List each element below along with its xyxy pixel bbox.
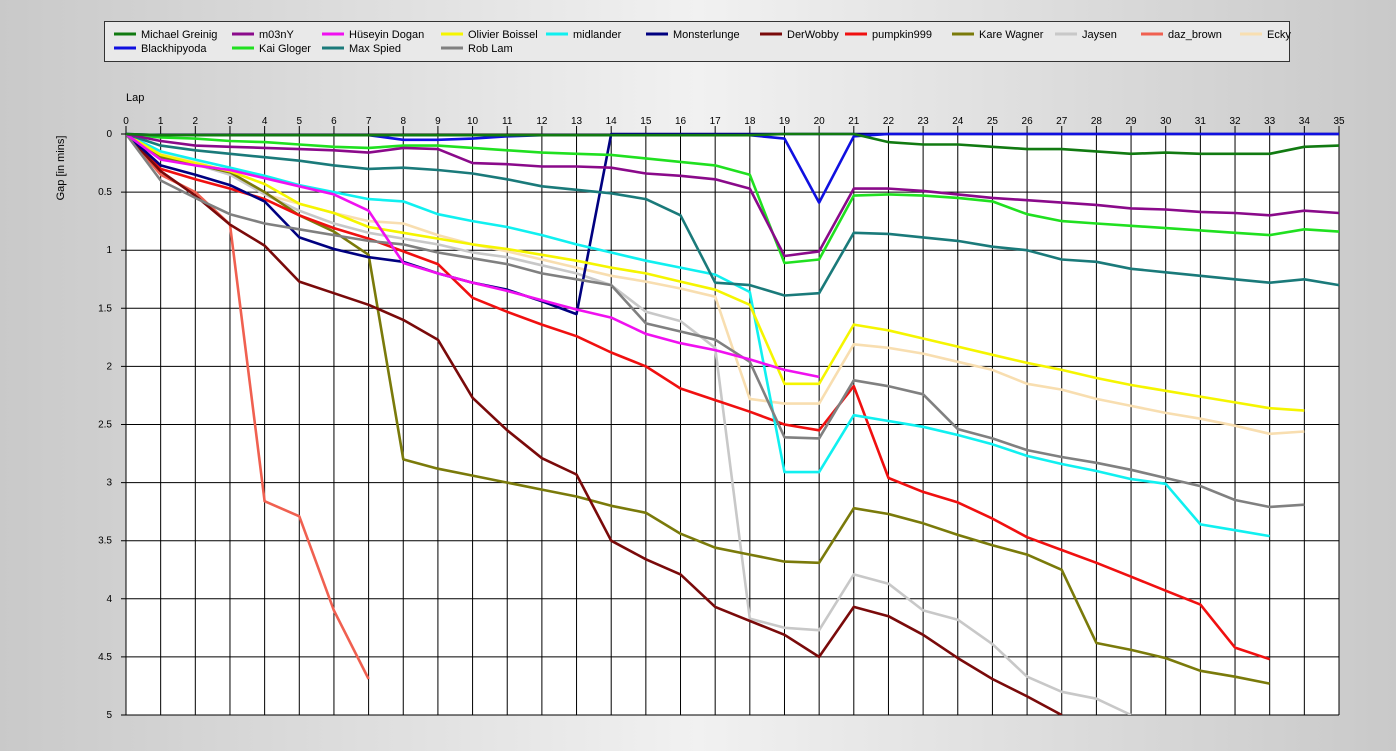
x-tick-label: 29 (1125, 116, 1137, 127)
x-tick-label: 5 (297, 116, 303, 127)
x-tick-label: 2 (193, 116, 199, 127)
y-tick-label: 0.5 (98, 187, 112, 198)
legend-label: DerWobby (787, 29, 839, 41)
x-tick-label: 19 (779, 116, 791, 127)
legend-label: Monsterlunge (673, 29, 740, 41)
legend-label: Olivier Boissel (468, 29, 538, 41)
series-line-derwobby (126, 133, 1063, 715)
series-group (126, 132, 1340, 715)
series-line-michael-greinig (126, 132, 1340, 156)
series-line-olivier-boissel (126, 132, 1305, 412)
legend-label: Rob Lam (468, 43, 513, 55)
x-tick-label: 20 (814, 116, 826, 127)
x-tick-label: 24 (952, 116, 964, 127)
series-line-midlander (126, 132, 1270, 538)
series-line-pumpkin999 (126, 133, 1271, 661)
legend-label: pumpkin999 (872, 29, 932, 41)
legend-label: Ecky (1267, 29, 1291, 41)
legend-label: daz_brown (1168, 29, 1222, 41)
y-tick-label: 5 (106, 710, 112, 721)
x-tick-label: 1 (158, 116, 164, 127)
y-tick-label: 4 (106, 594, 112, 605)
x-tick-label: 30 (1160, 116, 1172, 127)
x-tick-label: 3 (227, 116, 233, 127)
x-tick-label: 0 (123, 116, 129, 127)
x-tick-label: 7 (366, 116, 372, 127)
x-tick-label: 32 (1229, 116, 1241, 127)
x-axis-label: Lap (126, 92, 144, 104)
series-line-h-seyin-dogan (126, 132, 820, 379)
x-tick-label: 17 (710, 116, 722, 127)
series-line-rob-lam (126, 133, 1305, 509)
x-tick-label: 11 (502, 116, 513, 127)
x-tick-label: 18 (744, 116, 756, 127)
legend-label: m03nY (259, 29, 295, 41)
legend: Michael Greinig Blackhipyoda m03nY Kai Glog… (104, 21, 1291, 62)
legend-box (104, 21, 1290, 62)
x-tick-label: 28 (1091, 116, 1103, 127)
y-tick-label: 3 (106, 478, 112, 489)
legend-label: Hüseyin Dogan (349, 29, 424, 41)
x-tick-label: 9 (435, 116, 441, 127)
series-line-jaysen (126, 132, 1132, 715)
legend-label: midlander (573, 29, 622, 41)
x-tick-label: 22 (883, 116, 895, 127)
legend-label: Max Spied (349, 43, 401, 55)
series-line-kai-gloger (126, 132, 1340, 265)
x-tick-label: 6 (331, 116, 337, 127)
y-tick-label: 2 (106, 361, 112, 372)
x-tick-label: 25 (987, 116, 999, 127)
x-tick-label: 27 (1056, 116, 1068, 127)
x-tick-label: 31 (1195, 116, 1207, 127)
y-tick-label: 2.5 (98, 420, 112, 431)
x-tick-label: 10 (467, 116, 479, 127)
y-tick-label: 1 (106, 245, 112, 256)
y-tick-label: 1.5 (98, 303, 112, 314)
x-tick-label: 8 (400, 116, 406, 127)
x-tick-label: 23 (918, 116, 930, 127)
y-axis-label: Gap [in mins] (55, 136, 67, 201)
x-tick-label: 34 (1299, 116, 1311, 127)
series-line-max-spied (126, 132, 1340, 297)
x-tick-label: 13 (571, 116, 583, 127)
legend-label: Blackhipyoda (141, 43, 207, 55)
x-tick-label: 4 (262, 116, 268, 127)
series-line-m03ny (126, 132, 1340, 258)
x-tick-label: 26 (1022, 116, 1034, 127)
x-tick-label: 14 (606, 116, 618, 127)
plot-area: 0 1 2 3 4 5 6 7 8 9 10 11 12 13 14 15 16 17 18 19 20 21 22 23 24… (98, 116, 1345, 721)
x-tick-label: 15 (640, 116, 652, 127)
x-tick-label: 12 (536, 116, 548, 127)
x-tick-label: 33 (1264, 116, 1276, 127)
y-tick-label: 4.5 (98, 652, 112, 663)
y-tick-label: 3.5 (98, 536, 112, 547)
legend-label: Kare Wagner (979, 29, 1044, 41)
legend-label: Kai Gloger (259, 43, 311, 55)
x-tick-label: 35 (1333, 116, 1345, 127)
legend-label: Michael Greinig (141, 29, 217, 41)
series-line-daz-brown (126, 133, 370, 680)
legend-label: Jaysen (1082, 29, 1117, 41)
x-tick-label: 21 (848, 116, 860, 127)
x-tick-label: 16 (675, 116, 687, 127)
series-line-kare-wagner (126, 132, 1270, 685)
y-tick-label: 0 (106, 129, 112, 140)
